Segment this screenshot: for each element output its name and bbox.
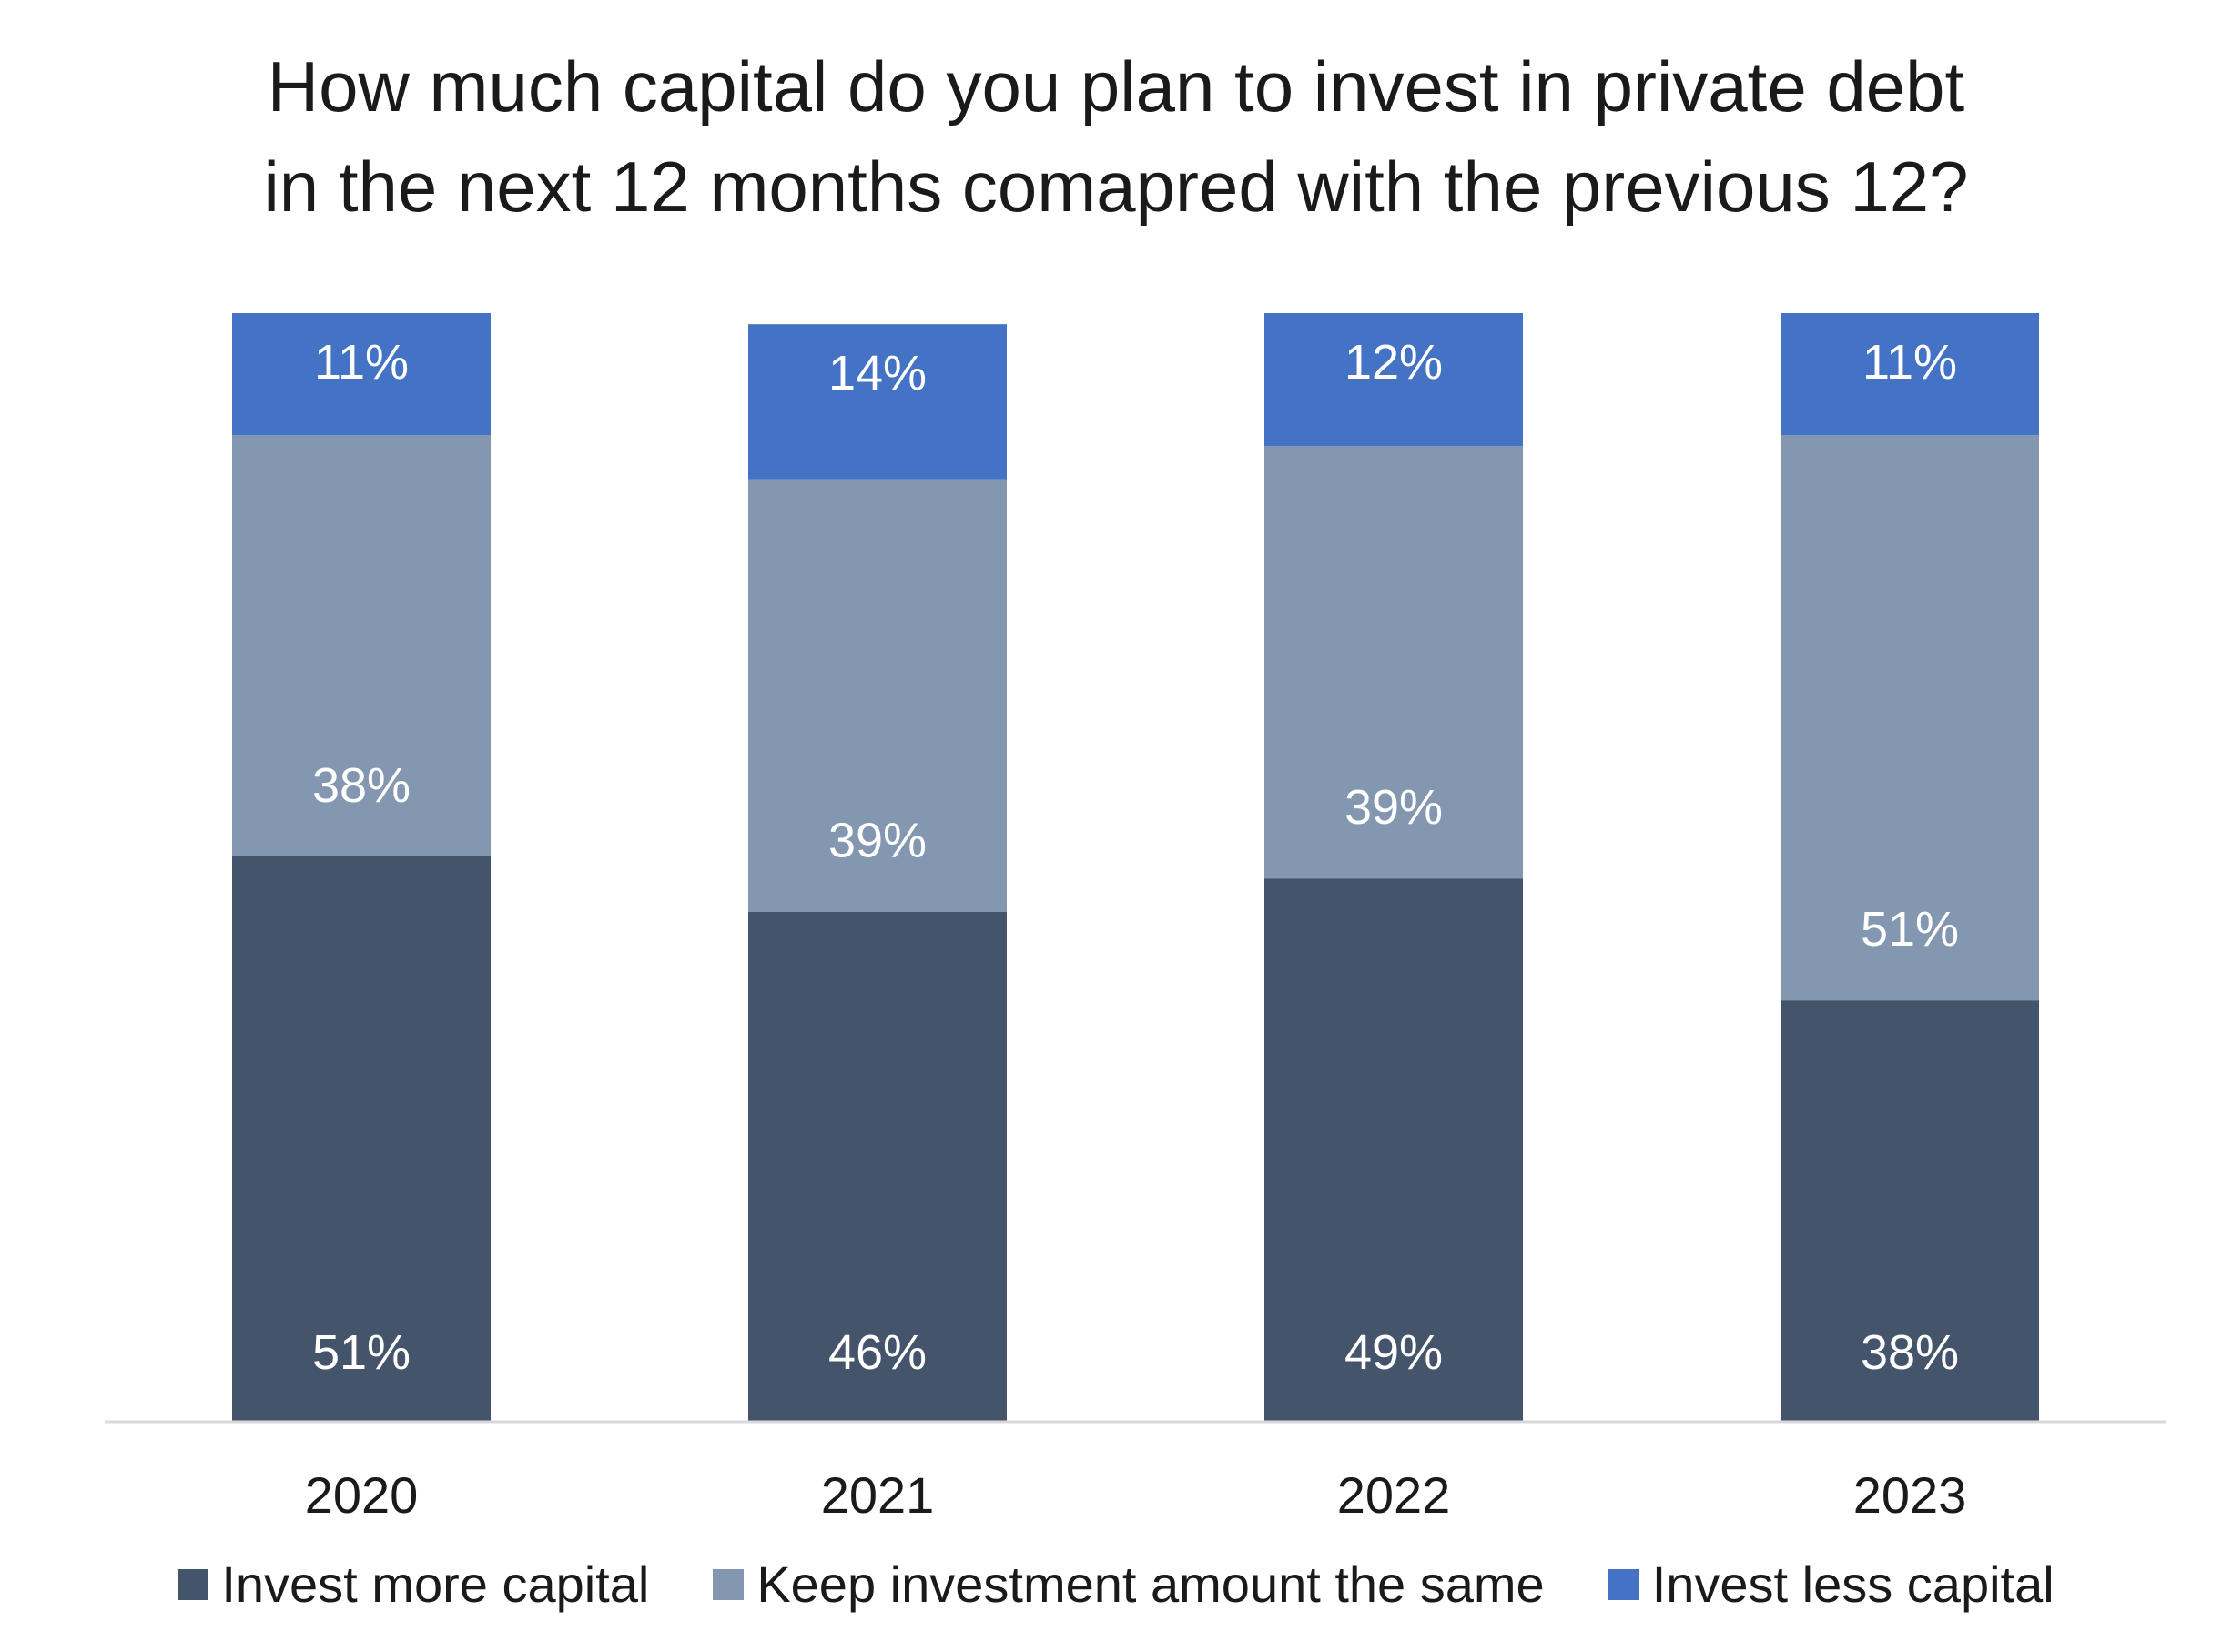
bar-invest-more-2022 <box>1264 878 1523 1422</box>
x-tick-label-2021: 2021 <box>821 1466 935 1524</box>
chart-title-line-1: How much capital do you plan to invest i… <box>267 46 1965 127</box>
legend-label-invest-less: Invest less capital <box>1651 1556 2054 1613</box>
legend-item-keep-same: Keep investment amount the same <box>713 1555 1545 1614</box>
bar-invest-more-2023 <box>1781 1000 2039 1422</box>
legend-label-invest-more: Invest more capital <box>221 1556 650 1613</box>
bar-keep-same-2021 <box>748 479 1007 912</box>
data-label-keep-same-2022: 39% <box>1344 780 1443 835</box>
data-label-invest-more-2021: 46% <box>828 1325 927 1380</box>
bar-invest-less-2022 <box>1264 313 1523 447</box>
bar-invest-more-2021 <box>748 911 1007 1422</box>
data-label-invest-less-2021: 14% <box>828 346 927 400</box>
bar-keep-same-2023 <box>1781 434 2039 1001</box>
data-label-invest-less-2020: 11% <box>314 335 409 390</box>
bar-keep-same-2022 <box>1264 446 1523 879</box>
chart-title: How much capital do you plan to invest i… <box>0 36 2232 237</box>
bar-invest-less-2023 <box>1781 313 2039 435</box>
data-label-invest-more-2023: 38% <box>1861 1325 1959 1380</box>
chart-legend: Invest more capital Keep investment amou… <box>0 1555 2232 1614</box>
x-tick-label-2023: 2023 <box>1853 1466 1967 1524</box>
data-label-keep-same-2020: 38% <box>312 758 411 813</box>
legend-label-keep-same: Keep investment amount the same <box>756 1556 1545 1613</box>
legend-swatch-invest-more <box>178 1568 209 1600</box>
data-label-keep-same-2021: 39% <box>828 814 927 868</box>
chart-title-line-2: in the next 12 months comapred with the … <box>263 147 1969 227</box>
legend-swatch-invest-less <box>1608 1568 1639 1600</box>
x-tick-label-2022: 2022 <box>1337 1466 1451 1524</box>
x-tick-label-2020: 2020 <box>305 1466 419 1524</box>
bar-invest-less-2021 <box>748 324 1007 480</box>
legend-swatch-keep-same <box>713 1568 745 1600</box>
bar-invest-more-2020 <box>232 856 491 1422</box>
bar-keep-same-2020 <box>232 434 491 856</box>
data-label-invest-less-2023: 11% <box>1862 335 1957 390</box>
data-label-invest-less-2022: 12% <box>1344 335 1443 390</box>
legend-item-invest-less: Invest less capital <box>1608 1555 2054 1614</box>
data-label-invest-more-2022: 49% <box>1344 1325 1443 1380</box>
data-label-invest-more-2020: 51% <box>312 1325 411 1380</box>
bar-invest-less-2020 <box>232 313 491 435</box>
data-label-keep-same-2023: 51% <box>1861 902 1959 957</box>
legend-item-invest-more: Invest more capital <box>178 1555 649 1614</box>
